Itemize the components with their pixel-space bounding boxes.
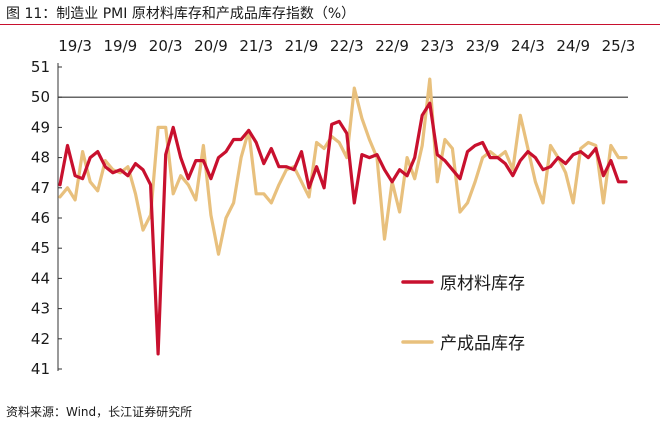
x-tick-label: 24/9 [556, 37, 590, 55]
x-tick-label: 20/9 [194, 37, 228, 55]
x-tick-label: 24/3 [511, 37, 545, 55]
x-tick-label: 20/3 [149, 37, 183, 55]
series-line-raw-material [58, 101, 628, 356]
y-axis-ticks: 41 42 43 44 45 46 47 48 49 50 51 [31, 58, 62, 378]
x-tick-label: 21/3 [239, 37, 273, 55]
legend-label-raw-material: 原材料库存 [440, 274, 525, 294]
x-tick-label: 19/9 [104, 37, 138, 55]
x-tick-label: 25/3 [602, 37, 636, 55]
source-note: 资料来源：Wind，长江证券研究所 [6, 405, 193, 419]
x-tick-label: 19/3 [58, 37, 92, 55]
y-tick-label: 44 [31, 269, 50, 287]
y-tick-label: 51 [31, 58, 50, 76]
legend-label-finished-goods: 产成品库存 [440, 334, 525, 354]
x-tick-label: 22/9 [375, 37, 409, 55]
y-tick-label: 45 [31, 239, 50, 257]
y-tick-label: 50 [31, 88, 50, 106]
figure-title: 图 11：制造业 PMI 原材料库存和产成品库存指数（%） [6, 6, 356, 22]
x-tick-label: 23/3 [420, 37, 454, 55]
y-tick-label: 48 [31, 149, 50, 167]
y-tick-label: 49 [31, 118, 50, 136]
title-rule [0, 24, 660, 25]
x-tick-label: 23/9 [466, 37, 500, 55]
inventory-line-chart: 19/3 19/9 20/3 20/9 21/3 21/9 22/3 22/9 23/3 23/9… [31, 37, 635, 378]
y-tick-label: 46 [31, 209, 50, 227]
x-axis-ticks: 19/3 19/9 20/3 20/9 21/3 21/9 22/3 22/9 23/3 23/9… [58, 37, 635, 55]
y-tick-label: 41 [31, 360, 50, 378]
x-tick-label: 21/9 [285, 37, 319, 55]
x-tick-label: 22/3 [330, 37, 364, 55]
series-line-finished-goods [58, 77, 628, 256]
y-tick-label: 42 [31, 330, 50, 348]
y-tick-label: 47 [31, 179, 50, 197]
y-tick-label: 43 [31, 300, 50, 318]
series-layer [58, 77, 628, 356]
legend: 原材料库存 产成品库存 [401, 274, 525, 354]
